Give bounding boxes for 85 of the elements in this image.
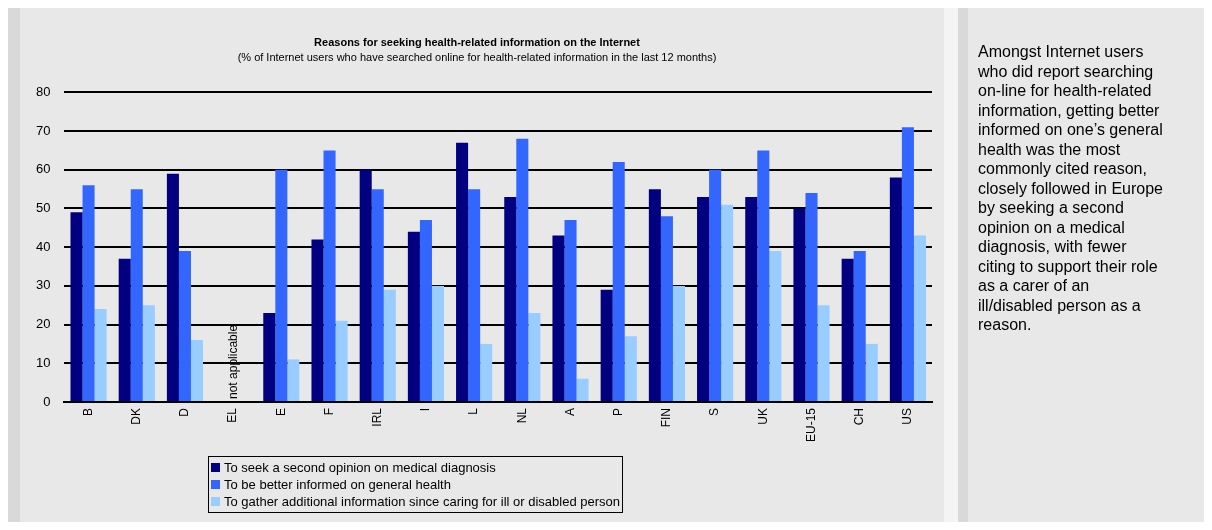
bar: [817, 305, 830, 401]
bar: [769, 251, 782, 401]
bar: [697, 196, 710, 401]
bar: [528, 312, 541, 401]
bar: [648, 189, 661, 401]
y-tick-label: 30: [35, 277, 51, 293]
legend-label: To seek a second opinion on medical diagnosis: [224, 459, 496, 476]
x-tick-label: DK: [129, 407, 144, 425]
legend-label: To be better informed on general health: [224, 476, 451, 493]
bar: [431, 285, 445, 401]
x-tick-label: UK: [755, 407, 770, 425]
bar: [757, 150, 770, 401]
bar: [130, 189, 143, 401]
y-tick-label: 40: [35, 238, 51, 254]
y-tick-label: 0: [43, 393, 51, 409]
bar: [853, 251, 866, 401]
x-tick-label: EL: [225, 407, 240, 423]
y-tick-label: 60: [35, 161, 51, 177]
bar: [865, 343, 878, 401]
x-tick-label: EU-15: [803, 407, 818, 442]
x-tick-label: L: [466, 407, 481, 415]
bar: [624, 336, 637, 401]
x-tick-label: E: [273, 407, 288, 416]
bar: [672, 285, 685, 401]
bar: [889, 177, 902, 401]
x-tick-label: D: [177, 407, 192, 417]
bar: [480, 343, 493, 401]
bar: [178, 251, 191, 401]
bar: [118, 258, 131, 401]
bar: [275, 169, 288, 401]
x-tick-label: IRL: [370, 407, 385, 427]
bar: [190, 340, 204, 401]
legend-label: To gather additional information since caring for ill or disabled person: [224, 493, 620, 510]
bar: [600, 289, 613, 401]
y-tick-label: 70: [35, 122, 51, 138]
y-tick-label: 50: [35, 200, 51, 216]
x-tick-label: P: [611, 407, 626, 416]
x-tick-label: NL: [514, 407, 529, 424]
bar: [745, 196, 758, 401]
text: Amongst Internet users who did report searching on-line for health-related information, getting better informed on one’s general health was the most commonly cited reason, closely followed in Europe by seeking a second opinion on a medical diagnosis, with fewer citing to support their role as a carer of an ill/disabled person as a reason.: [978, 43, 1163, 333]
bar: [793, 208, 806, 401]
bar: [805, 193, 818, 401]
y-tick-label: 20: [35, 316, 51, 332]
bar: [359, 169, 372, 401]
bar: [371, 189, 384, 401]
bar: [612, 162, 625, 401]
chart-title: Reasons for seeking health-related information on the Internet: [314, 35, 641, 48]
bar: [841, 258, 854, 401]
bar: [323, 150, 336, 401]
chart-subtitle: (% of Internet users who have searched online for health-related information in the last 12 months): [237, 50, 717, 63]
bar: [901, 127, 914, 401]
x-tick-label: FIN: [659, 407, 674, 428]
bar: [468, 189, 481, 401]
x-tick-label: S: [707, 407, 722, 416]
bar: [721, 204, 734, 401]
bar: [564, 220, 577, 401]
annotation: not applicable: [226, 324, 241, 399]
x-tick-label: CH: [852, 407, 867, 426]
bar: [407, 231, 420, 401]
x-tick-label: A: [562, 407, 577, 416]
x-tick-label: I: [418, 407, 433, 412]
bar: [419, 220, 432, 401]
x-tick-label: F: [321, 407, 336, 416]
bar: [70, 212, 83, 401]
bar: [456, 142, 469, 401]
bar: [287, 359, 300, 401]
bar: [263, 312, 276, 401]
bar: [660, 216, 673, 401]
bar: [166, 173, 179, 401]
bar: [709, 169, 722, 401]
bar: [516, 138, 529, 401]
bar: [335, 320, 348, 401]
bar: [311, 239, 324, 401]
bar: [552, 235, 565, 401]
bar: [576, 378, 589, 401]
y-tick-label: 10: [35, 354, 51, 370]
bar: [383, 289, 396, 401]
bar: [82, 185, 95, 401]
bar: [913, 235, 926, 401]
x-tick-label: US: [900, 407, 915, 425]
y-tick-label: 80: [35, 83, 51, 99]
bar: [94, 309, 107, 401]
bar: [504, 196, 517, 401]
bar: [142, 305, 155, 401]
x-tick-label: B: [80, 407, 95, 416]
